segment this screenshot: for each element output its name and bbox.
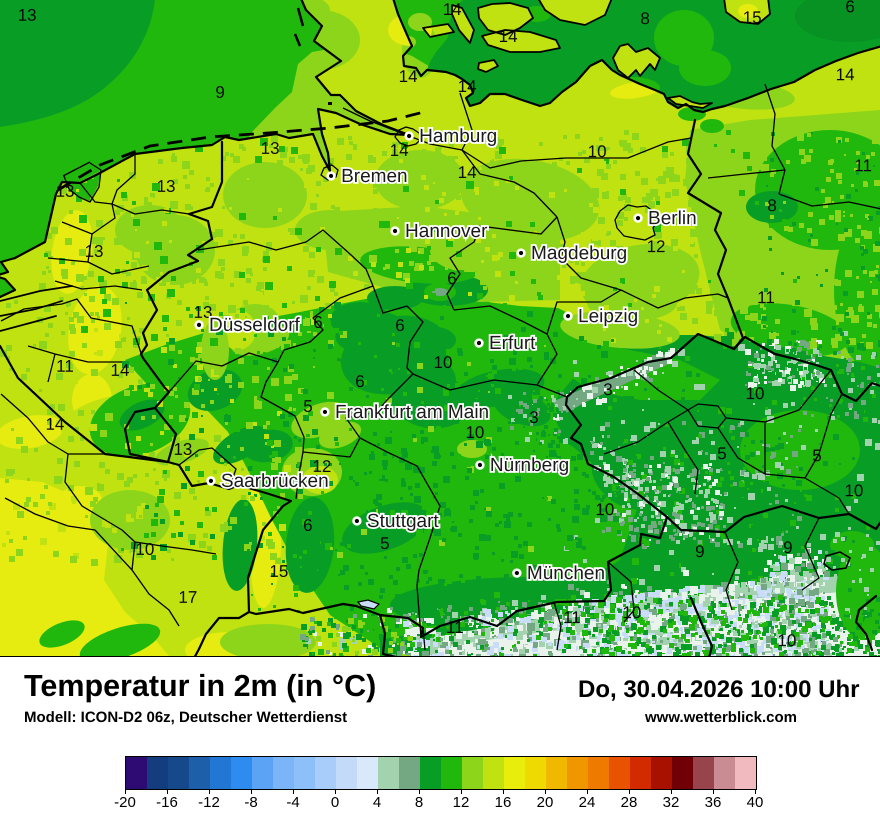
svg-text:6: 6 [355, 372, 364, 391]
svg-text:14: 14 [499, 27, 518, 46]
svg-text:13: 13 [18, 6, 37, 25]
svg-text:17: 17 [178, 588, 197, 607]
svg-text:10: 10 [745, 384, 764, 403]
svg-text:11: 11 [757, 288, 775, 307]
svg-text:14: 14 [399, 67, 418, 86]
svg-text:8: 8 [767, 196, 776, 215]
svg-text:6: 6 [447, 269, 456, 288]
svg-text:9: 9 [695, 542, 704, 561]
svg-text:15: 15 [743, 8, 762, 27]
svg-text:14: 14 [458, 163, 477, 182]
svg-text:3: 3 [603, 380, 612, 399]
svg-text:Erfurt: Erfurt [489, 333, 536, 354]
svg-text:Saarbrücken: Saarbrücken [221, 471, 329, 492]
svg-text:Düsseldorf: Düsseldorf [209, 315, 301, 336]
svg-text:11: 11 [446, 618, 464, 637]
svg-text:15: 15 [269, 562, 288, 581]
svg-text:Bremen: Bremen [341, 166, 408, 187]
svg-text:12: 12 [647, 237, 666, 256]
svg-text:10: 10 [622, 603, 641, 622]
svg-text:München: München [527, 563, 605, 584]
svg-text:Hannover: Hannover [405, 221, 488, 242]
svg-text:3: 3 [529, 408, 538, 427]
svg-text:Leipzig: Leipzig [578, 306, 638, 327]
svg-text:6: 6 [303, 516, 312, 535]
svg-text:10: 10 [434, 353, 453, 372]
svg-text:Nürnberg: Nürnberg [490, 455, 569, 476]
svg-text:12: 12 [312, 457, 331, 476]
svg-text:14: 14 [836, 65, 855, 84]
svg-text:9: 9 [215, 83, 224, 102]
svg-text:11: 11 [56, 357, 74, 376]
svg-text:10: 10 [844, 481, 863, 500]
svg-text:10: 10 [135, 540, 154, 559]
svg-text:6: 6 [395, 316, 404, 335]
svg-text:Frankfurt am Main: Frankfurt am Main [335, 402, 489, 423]
svg-text:Stuttgart: Stuttgart [367, 511, 440, 532]
svg-text:5: 5 [380, 534, 389, 553]
svg-text:14: 14 [45, 415, 64, 434]
svg-text:Magdeburg: Magdeburg [531, 243, 627, 264]
svg-text:13: 13 [173, 440, 192, 459]
svg-text:6: 6 [845, 0, 854, 16]
svg-text:13: 13 [85, 242, 104, 261]
svg-text:Berlin: Berlin [648, 208, 697, 229]
svg-text:5: 5 [303, 397, 312, 416]
svg-text:13: 13 [157, 177, 176, 196]
svg-text:10: 10 [595, 500, 614, 519]
svg-text:5: 5 [717, 444, 726, 463]
svg-text:11: 11 [854, 156, 872, 175]
svg-text:Hamburg: Hamburg [419, 126, 497, 147]
svg-text:14: 14 [111, 361, 130, 380]
svg-text:14: 14 [390, 141, 409, 160]
svg-text:14: 14 [458, 77, 477, 96]
svg-text:13: 13 [194, 303, 213, 322]
svg-text:10: 10 [777, 631, 796, 650]
svg-text:11: 11 [563, 608, 581, 627]
svg-text:5: 5 [812, 446, 821, 465]
svg-text:8: 8 [640, 9, 649, 28]
svg-text:6: 6 [313, 313, 322, 332]
svg-text:9: 9 [783, 538, 792, 557]
svg-text:10: 10 [465, 423, 484, 442]
svg-text:13: 13 [261, 139, 280, 158]
svg-text:13: 13 [56, 182, 75, 201]
svg-text:14: 14 [443, 0, 462, 19]
svg-text:10: 10 [588, 142, 607, 161]
